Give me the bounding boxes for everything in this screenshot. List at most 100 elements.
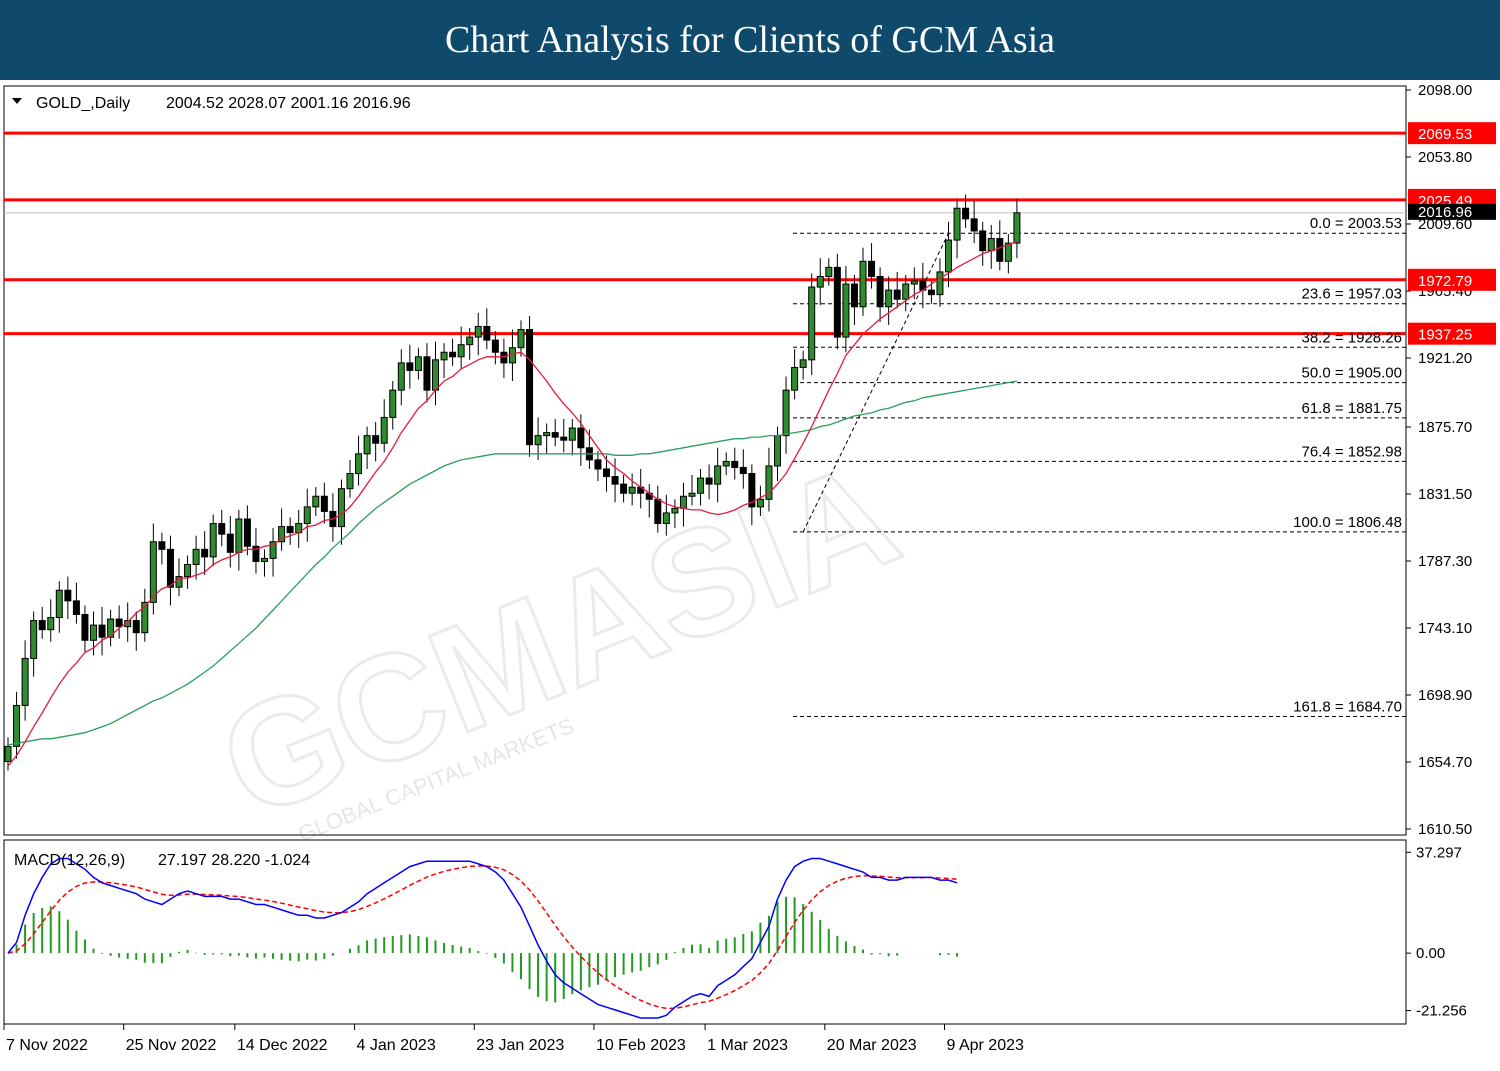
fib-label-2: 38.2 = 1928.26 [1301,329,1402,346]
candle [799,350,807,380]
candle [671,499,679,529]
candle [782,376,790,454]
y-tick-label: 1787.30 [1418,553,1472,570]
candle [132,611,140,651]
candle [885,276,893,325]
y-tick-label: 1921.20 [1418,350,1472,367]
candles [4,194,1021,771]
y-tick-label: 2009.60 [1418,216,1472,233]
time-axis: 7 Nov 2022 25 Nov 2022 14 Dec 2022 4 Jan 20… [3,1024,1025,1054]
candle [209,514,217,566]
candle [859,247,867,316]
x-tick-label: 25 Nov 2022 [126,1037,217,1054]
candle [13,691,21,759]
candle [286,517,294,545]
candle [825,258,833,286]
ma-long-line [7,380,1018,746]
macd-readout: 27.197 28.220 -1.024 [158,852,310,869]
candle [149,523,157,615]
candle [414,347,422,380]
current-price-tag [1408,203,1496,220]
y-tick-label: 1654.70 [1418,754,1472,771]
banner-title: Chart Analysis for Clients of GCM Asia [0,0,1500,80]
candle [337,479,345,545]
candle [842,265,850,353]
price-axis: 2098.002053.802009.601965.401921.201875.… [1406,82,1496,838]
macd-title: MACD(12,26,9) [14,852,125,869]
fib-label-7: 161.8 = 1684.70 [1293,699,1402,716]
candle [483,308,491,350]
candle [406,344,414,389]
macd-line [7,857,958,1019]
candle [303,488,311,542]
candle [500,338,508,379]
candle [611,458,619,503]
candle [893,271,901,309]
candle [620,475,628,503]
candle [192,535,200,580]
candle [987,224,995,269]
candle [568,418,576,456]
candle [226,515,234,568]
candle [560,418,568,453]
fib-label-3: 50.0 = 1905.00 [1301,365,1402,382]
candle [397,349,405,406]
candle [158,532,166,565]
candle [312,487,320,516]
moving-averages [7,240,1018,767]
candle [748,464,756,526]
y-tick-label: 1743.10 [1418,620,1472,637]
candle [979,221,987,266]
candle [551,418,559,447]
candle [64,576,72,620]
level-price-label: 1972.79 [1418,273,1472,290]
macd-y-tick-label: 37.297 [1416,844,1462,861]
fib-label-6: 100.0 = 1806.48 [1293,514,1402,531]
candle [295,509,303,548]
candle [731,447,739,480]
candle [55,581,63,633]
candle [662,494,670,536]
candle [697,468,705,506]
y-tick-label: 1831.50 [1418,486,1472,503]
candle [252,528,260,574]
candle [81,605,89,653]
candle [38,606,46,639]
candle [440,343,448,379]
candle [141,588,149,642]
candle [175,558,183,597]
macd-y-tick-label: -21.256 [1416,1003,1467,1020]
candle [902,274,910,312]
ohlc-readout: 2004.52 2028.07 2001.16 2016.96 [166,95,411,112]
collapse-triangle-icon[interactable] [12,98,22,104]
candle [115,605,123,639]
candle [363,426,371,469]
level-price-label: 2069.53 [1418,126,1472,143]
candle [184,555,192,589]
candle [526,315,534,457]
candle [1013,199,1021,259]
fib-label-1: 23.6 = 1957.03 [1301,286,1402,303]
ma-short-line [7,240,1018,767]
candle [756,485,764,516]
candle [765,447,773,512]
candle [517,320,525,357]
x-tick-label: 10 Feb 2023 [596,1037,686,1054]
x-tick-label: 9 Apr 2023 [947,1037,1025,1054]
candle [714,447,722,503]
x-tick-label: 23 Jan 2023 [476,1037,564,1054]
y-tick-label: 1610.50 [1418,821,1472,838]
candle [791,349,799,400]
candle [346,459,354,498]
candle [466,327,474,360]
candle [953,199,961,259]
candle [389,381,397,430]
candle [432,341,439,406]
candle [1004,234,1012,274]
candle [380,399,388,453]
candle [850,274,858,325]
chart-title: GOLD_,Daily [36,95,130,112]
candle [962,194,970,228]
candle [372,421,380,462]
fib-label-0: 0.0 = 2003.53 [1310,215,1402,232]
